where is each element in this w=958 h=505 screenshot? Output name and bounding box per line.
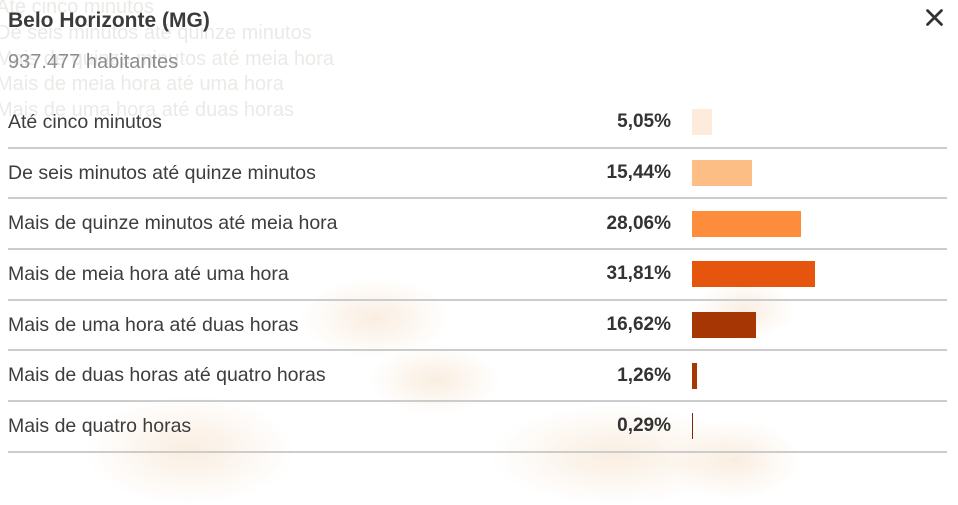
category-label: Mais de uma hora até duas horas xyxy=(8,313,299,336)
table-row: Mais de meia hora até uma hora 31,81% xyxy=(8,250,947,301)
bar-table: Até cinco minutos 5,05% De seis minutos … xyxy=(8,98,947,453)
background-map-blob xyxy=(300,278,450,358)
ghost-text-line: Mais de quinze minutos até meia hora xyxy=(0,47,334,70)
bar xyxy=(692,362,697,389)
bar-cell xyxy=(692,261,947,288)
bar xyxy=(692,413,693,440)
category-label: Até cinco minutos xyxy=(8,110,162,133)
table-row: Até cinco minutos 5,05% xyxy=(8,98,947,149)
bar-cell xyxy=(692,109,947,136)
table-row: Mais de quatro horas 0,29% xyxy=(8,402,947,453)
bar xyxy=(692,261,815,288)
table-row: De seis minutos até quinze minutos 15,44… xyxy=(8,149,947,200)
percent-value: 31,81% xyxy=(606,263,671,285)
bar xyxy=(692,160,752,187)
bar-cell xyxy=(692,210,947,237)
category-label: Mais de quinze minutos até meia hora xyxy=(8,212,338,235)
table-row: Mais de uma hora até duas horas 16,62% xyxy=(8,301,947,352)
bar-cell xyxy=(692,413,947,440)
percent-value: 5,05% xyxy=(617,111,671,133)
ghost-text-line: Mais de uma hora até duas horas xyxy=(0,99,294,122)
table-row: Mais de quinze minutos até meia hora 28,… xyxy=(8,199,947,251)
percent-value: 0,29% xyxy=(617,415,671,437)
close-icon xyxy=(925,8,943,26)
category-label: Mais de duas horas até quatro horas xyxy=(8,364,326,387)
category-label: Mais de meia hora até uma hora xyxy=(8,262,289,285)
ghost-text-line: Até cinco minutos xyxy=(0,0,154,18)
table-row: Mais de duas horas até quatro horas 1,26… xyxy=(8,351,947,403)
bar-cell xyxy=(692,362,947,389)
percent-value: 28,06% xyxy=(606,212,671,234)
bar xyxy=(692,210,801,237)
percent-value: 1,26% xyxy=(617,364,671,386)
close-button[interactable] xyxy=(921,4,947,30)
bar xyxy=(692,109,712,136)
category-label: De seis minutos até quinze minutos xyxy=(8,161,316,184)
bar-cell xyxy=(692,160,947,187)
percent-value: 16,62% xyxy=(606,314,671,336)
percent-value: 15,44% xyxy=(606,162,671,184)
background-map-blob xyxy=(370,345,500,415)
ghost-text-line: De seis minutos até quinze minutos xyxy=(0,21,312,44)
category-label: Mais de quatro horas xyxy=(8,414,192,437)
ghost-text-line: Mais de meia hora até uma hora xyxy=(0,73,284,96)
population-subtitle: 937.477 habitantes xyxy=(8,51,179,73)
background-ghost-text: Até cinco minutos De seis minutos até qui… xyxy=(0,0,958,140)
bar-cell xyxy=(692,312,947,339)
bar xyxy=(692,312,756,339)
page-title: Belo Horizonte (MG) xyxy=(8,9,210,32)
